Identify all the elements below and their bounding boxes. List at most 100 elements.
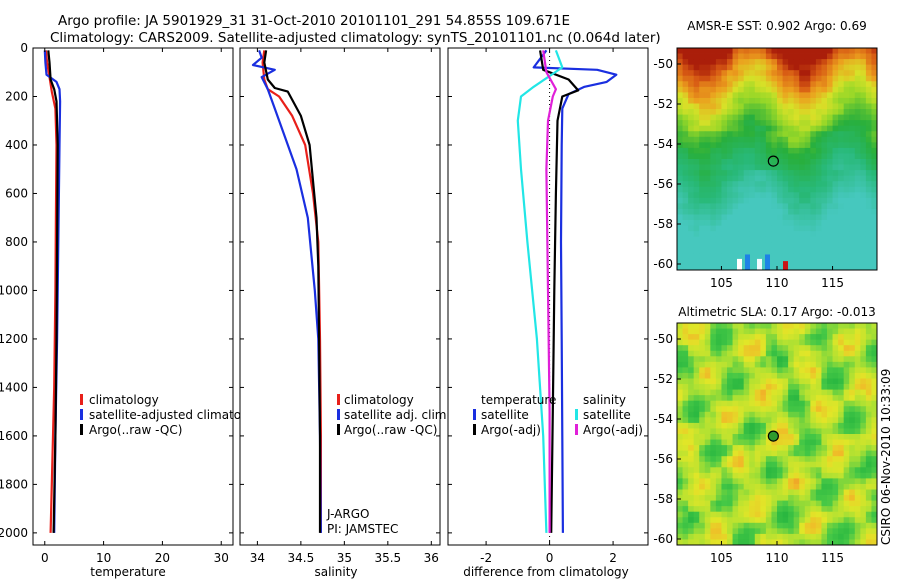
heatmap-cell [860,53,867,60]
heatmap-cell [677,389,683,396]
heatmap-cell [793,208,800,215]
heatmap-cell [810,75,817,82]
heatmap-cell [799,203,806,210]
heatmap-cell [849,323,856,329]
heatmap-cell [815,367,822,374]
heatmap-cell [815,136,822,143]
heatmap-cell [738,86,745,93]
heatmap-cell [804,186,811,193]
heatmap-cell [832,208,839,215]
heatmap-cell [810,472,817,479]
heatmap-cell [827,367,833,374]
heatmap-cell [771,147,778,154]
heatmap-cell [710,186,717,193]
heatmap-cell [688,483,695,490]
heatmap-cell [788,64,795,71]
heatmap-cell [810,164,817,171]
heatmap-cell [699,528,706,535]
heatmap-cell [743,400,750,407]
heatmap-cell [865,500,872,507]
heatmap-cell [732,367,739,374]
heatmap-cell [832,372,839,379]
series-line-argo-raw-qc- [263,50,322,533]
heatmap-cell [804,147,811,154]
heatmap-cell [771,495,778,501]
heatmap-cell [738,81,745,88]
heatmap-cell [682,483,689,490]
heatmap-cell [693,164,700,171]
heatmap-cell [727,147,733,154]
heatmap-cell [754,533,761,540]
heatmap-cell [749,164,756,171]
heatmap-cell [815,242,822,249]
heatmap-cell [727,142,733,149]
heatmap-cell [838,258,845,265]
heatmap-cell [860,70,867,77]
heatmap-cell [827,389,833,396]
heatmap-cell [765,378,772,385]
heatmap-cell [721,384,728,390]
heatmap-cell [777,483,783,490]
heatmap-cell [732,428,739,435]
heatmap-cell [732,70,739,77]
heatmap-cell [688,450,695,457]
heatmap-cell [838,53,845,60]
heatmap-cell [799,97,806,104]
heatmap-cell [871,533,878,540]
heatmap-cell [771,384,778,390]
heatmap-cell [727,70,733,77]
legend-sal-satellite-label: satellite [583,408,631,422]
heatmap-cell [715,400,722,407]
heatmap-cell [715,339,722,346]
heatmap-cell [865,434,872,440]
legend-argo-swatch [337,424,340,435]
heatmap-cell [788,164,795,171]
heatmap-cell [871,103,878,110]
sst-map-title: AMSR-E SST: 0.902 Argo: 0.69 [687,19,867,33]
heatmap-cell [727,197,733,204]
heatmap-cell [854,334,861,341]
heatmap-cell [849,86,856,93]
heatmap-cell [743,428,750,435]
heatmap-cell [760,231,767,238]
heatmap-cell [804,81,811,88]
heatmap-cell [788,328,795,335]
heatmap-cell [804,445,811,452]
heatmap-cell [827,125,833,132]
heatmap-cell [827,472,833,479]
heatmap-cell [727,489,733,496]
heatmap-cell [821,445,828,452]
heatmap-cell [749,225,756,232]
heatmap-cell [704,192,711,199]
heatmap-cell [793,159,800,165]
heatmap-cell [854,533,861,540]
heatmap-cell [815,372,822,379]
heatmap-cell [821,428,828,435]
heatmap-cell [804,236,811,243]
heatmap-cell [699,114,706,121]
heatmap-cell [821,220,828,226]
heatmap-cell [688,517,695,524]
heatmap-cell [843,231,850,238]
heatmap-cell [682,48,689,54]
heatmap-cell [865,59,872,66]
heatmap-cell [760,253,767,260]
heatmap-cell [854,264,861,271]
heatmap-cell [721,500,728,507]
heatmap-cell [688,48,695,54]
heatmap-cell [782,175,789,182]
heatmap-cell [799,406,806,413]
heatmap-cell [799,109,806,115]
heatmap-cell [693,142,700,149]
heatmap-cell [710,367,717,374]
heatmap-cell [838,70,845,77]
heatmap-cell [738,225,745,232]
heatmap-cell [688,528,695,535]
heatmap-cell [682,345,689,352]
heatmap-cell [860,522,867,529]
heatmap-cell [843,361,850,368]
heatmap-cell [743,533,750,540]
heatmap-cell [860,395,867,402]
heatmap-cell [860,147,867,154]
heatmap-cell [860,48,867,54]
